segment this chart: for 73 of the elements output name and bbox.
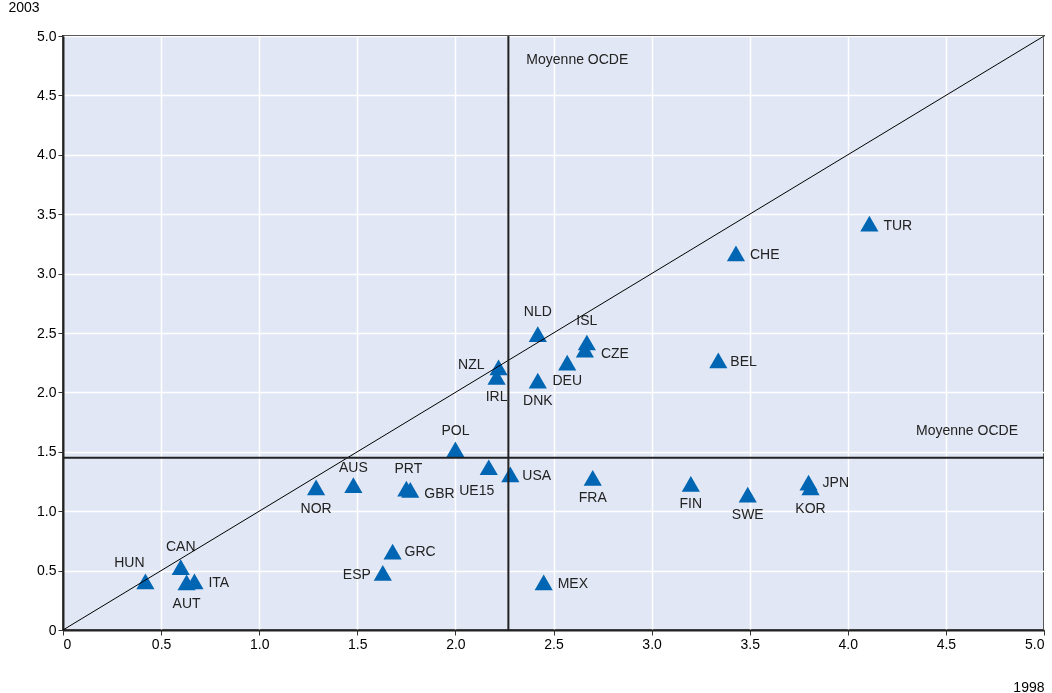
point (528, 372, 547, 389)
data-label: CAN (165, 538, 196, 555)
data-label: ESP (342, 565, 371, 582)
data-label: ITA (208, 574, 230, 591)
point (709, 352, 728, 369)
x-tick-label: 4.5 (936, 635, 957, 652)
point (401, 481, 420, 498)
data-label: MEX (557, 575, 589, 592)
y-tick-label: 0 (48, 621, 57, 638)
data-label: NLD (523, 303, 552, 320)
data-label: DEU (552, 371, 583, 388)
data-label: PRT (394, 459, 423, 476)
y-tick-label: 0.5 (37, 562, 57, 579)
point (558, 354, 577, 371)
ref-line-label: Moyenne OCDE (916, 421, 1018, 438)
point (373, 565, 392, 581)
y-tick-label: 4.0 (37, 146, 57, 163)
x-tick-label: 2.0 (446, 635, 466, 652)
data-label: GBR (424, 484, 455, 501)
x-axis-title: 1998 (1013, 678, 1045, 693)
x-tick-label: 1.0 (249, 635, 270, 652)
x-tick-label: 3.0 (642, 635, 663, 652)
y-tick-label: 4.5 (37, 86, 57, 103)
data-label: CHE (749, 246, 780, 263)
data-label: HUN (114, 554, 145, 571)
point (383, 543, 402, 560)
point (738, 486, 757, 503)
data-label: FIN (679, 494, 703, 511)
x-tick-label: 5.0 (1025, 635, 1045, 652)
y-tick-label: 1.0 (37, 502, 57, 519)
y-tick-label: 1.5 (37, 443, 57, 460)
x-tick-label: 2.5 (544, 635, 564, 652)
data-label: DNK (523, 391, 554, 408)
data-label: UE15 (459, 482, 495, 499)
y-axis-title: 2003 (8, 0, 40, 15)
y-tick-label: 2.0 (37, 383, 57, 400)
data-label: FRA (578, 488, 608, 505)
y-tick-label: 2.5 (37, 324, 57, 341)
data-label: AUS (338, 459, 368, 476)
data-label: AUT (172, 595, 202, 612)
data-label: ISL (576, 311, 598, 328)
data-label: BEL (730, 353, 757, 370)
x-tick-label: 0 (63, 635, 72, 652)
point (583, 470, 602, 486)
data-label: GRC (404, 542, 436, 559)
x-tick-label: 4.0 (838, 635, 859, 652)
y-tick-label: 3.5 (37, 205, 57, 222)
data-label: KOR (795, 500, 826, 517)
data-label: CZE (600, 344, 629, 361)
point (446, 441, 465, 458)
data-label: NZL (458, 356, 485, 373)
data-label: POL (441, 422, 470, 439)
point (171, 559, 190, 575)
point (307, 479, 326, 496)
data-label: TUR (883, 216, 913, 233)
point (860, 215, 879, 232)
data-label: SWE (731, 505, 764, 522)
y-tick-label: 5.0 (37, 27, 57, 44)
point (528, 326, 547, 343)
ref-line-label: Moyenne OCDE (526, 51, 629, 67)
data-label: NOR (300, 500, 332, 517)
x-tick-label: 1.5 (348, 635, 368, 652)
point (479, 459, 498, 476)
y-tick-label: 3.0 (37, 265, 57, 282)
data-label: USA (522, 467, 552, 484)
data-label: JPN (822, 473, 850, 490)
data-label: IRL (485, 387, 508, 404)
point (726, 245, 746, 262)
point (344, 477, 363, 493)
x-tick-label: 3.5 (740, 635, 761, 652)
point (681, 476, 700, 492)
x-tick-label: 0.5 (151, 635, 172, 652)
point (534, 574, 553, 591)
